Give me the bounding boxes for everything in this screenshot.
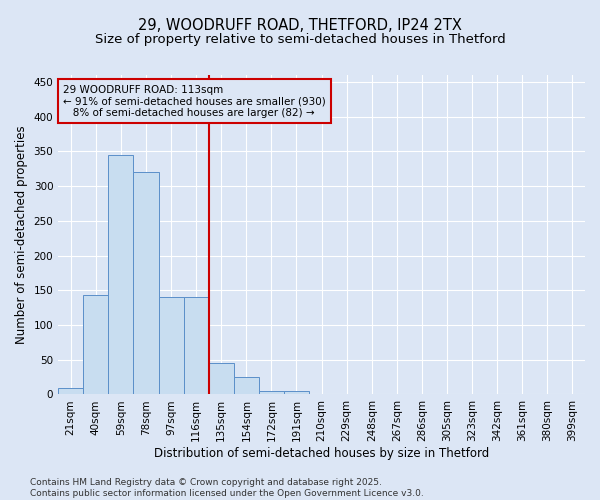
Bar <box>209 363 234 394</box>
Bar <box>133 172 158 394</box>
Bar <box>158 297 184 394</box>
Bar <box>83 295 109 394</box>
Text: 29 WOODRUFF ROAD: 113sqm
← 91% of semi-detached houses are smaller (930)
   8% o: 29 WOODRUFF ROAD: 113sqm ← 91% of semi-d… <box>64 84 326 118</box>
X-axis label: Distribution of semi-detached houses by size in Thetford: Distribution of semi-detached houses by … <box>154 447 489 460</box>
Text: 29, WOODRUFF ROAD, THETFORD, IP24 2TX: 29, WOODRUFF ROAD, THETFORD, IP24 2TX <box>138 18 462 32</box>
Text: Contains HM Land Registry data © Crown copyright and database right 2025.
Contai: Contains HM Land Registry data © Crown c… <box>30 478 424 498</box>
Text: Size of property relative to semi-detached houses in Thetford: Size of property relative to semi-detach… <box>95 32 505 46</box>
Bar <box>234 377 259 394</box>
Bar <box>184 297 209 394</box>
Y-axis label: Number of semi-detached properties: Number of semi-detached properties <box>15 126 28 344</box>
Bar <box>259 391 284 394</box>
Bar <box>109 155 133 394</box>
Bar <box>58 388 83 394</box>
Bar <box>284 391 309 394</box>
